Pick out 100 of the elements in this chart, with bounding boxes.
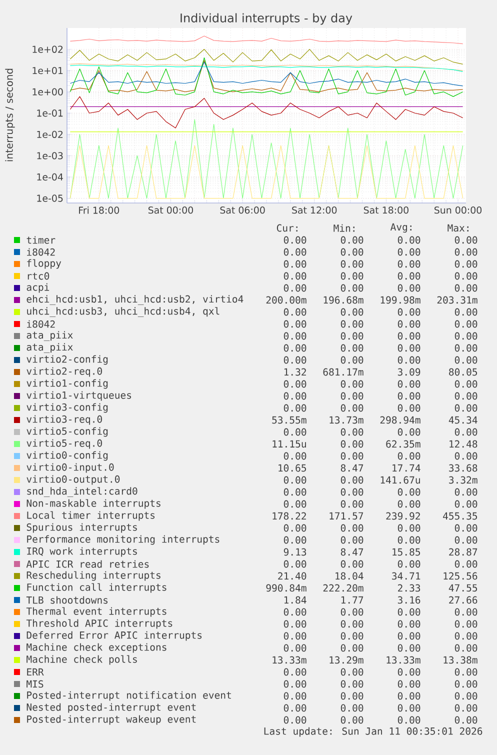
text: 3.16 (398, 596, 420, 604)
text: 0.00 (340, 404, 364, 412)
text: 0.00 (340, 704, 364, 712)
text: 0.00 (454, 536, 478, 544)
text: 0.00 (454, 404, 478, 412)
text: 455.35 (443, 512, 478, 520)
text: 11.15u (272, 440, 306, 448)
y-tick-label: 1e-03 (37, 152, 63, 160)
text: 0.00 (340, 620, 364, 628)
text: 0.00 (454, 284, 478, 292)
legend-label: floppy (27, 259, 62, 269)
text: 0.00 (454, 644, 478, 652)
text: 47.55 (448, 584, 478, 592)
text: 0.00 (454, 356, 478, 364)
text: 0.00 (398, 536, 420, 544)
text: 0.00 (284, 488, 306, 496)
text: 0.00 (398, 392, 420, 400)
text: 0.00 (340, 608, 364, 616)
text: 0.00 (340, 332, 364, 340)
legend-label: Function call interrupts (27, 583, 166, 593)
x-tick-label: Sun 00:00 (434, 206, 482, 214)
legend-label: virtio5-req.0 (26, 439, 102, 449)
text: 10.65 (278, 464, 306, 472)
text: 0.00 (284, 344, 306, 352)
text: 0.00 (454, 668, 478, 676)
text: 0.00 (340, 272, 364, 280)
text: 0.00 (284, 356, 306, 364)
text: 15.85 (392, 548, 420, 556)
text: 0.00 (284, 716, 306, 724)
x-tick-label: Sat 00:00 (148, 206, 193, 214)
legend-label: acpi (26, 283, 50, 293)
legend-label: i8042 (27, 320, 55, 328)
text: 0.00 (454, 632, 478, 640)
text: 0.00 (284, 332, 306, 340)
text: 9.13 (284, 548, 306, 556)
legend-label: uhci_hcd:usb3, uhci_hcd:usb4, qxl (27, 307, 220, 317)
text: 0.00 (398, 488, 420, 496)
text: 0.00 (340, 500, 364, 508)
line-series (70, 119, 464, 199)
text: 0.00 (340, 236, 364, 244)
text: 1.77 (341, 596, 364, 604)
text: 200.00m (266, 296, 306, 304)
text: 0.00 (284, 320, 306, 328)
text: 0.00 (398, 236, 420, 244)
legend-label: Non-maskable interrupts (26, 499, 160, 509)
text: 0.00 (340, 680, 364, 688)
text: 27.66 (449, 596, 478, 604)
text: 0.00 (398, 332, 420, 340)
text: 1.32 (284, 368, 306, 376)
text: 0.00 (340, 356, 364, 364)
text: 0.00 (284, 308, 306, 316)
text: 8.47 (340, 464, 364, 472)
line-series (70, 36, 464, 44)
text: 0.00 (340, 284, 364, 292)
legend-label: Rescheduling interrupts (26, 571, 160, 581)
text: 199.98m (380, 296, 420, 304)
text: 0.00 (454, 260, 478, 268)
text: Avg: (390, 223, 412, 233)
text: 0.00 (454, 248, 478, 256)
text: 0.00 (284, 272, 306, 280)
legend-label: MIS (26, 680, 44, 688)
text: 0.00 (398, 500, 420, 508)
text: 0.00 (340, 476, 364, 484)
text: 0.00 (454, 488, 478, 496)
text: 0.00 (454, 560, 478, 568)
y-tick-label: 1e+02 (32, 46, 63, 53)
text: 178.22 (272, 512, 306, 520)
text: 681.17m (323, 368, 364, 376)
text: 0.00 (398, 284, 420, 292)
text: 0.00 (398, 272, 420, 280)
text: 62.35m (386, 440, 420, 448)
text: 8.47 (340, 548, 364, 556)
text: 0.00 (340, 692, 364, 700)
text: 0.00 (398, 716, 420, 724)
text: 0.00 (340, 524, 364, 532)
x-tick-label: Sat 06:00 (220, 206, 265, 214)
x-tick-label: Fri 18:00 (79, 206, 120, 214)
text: 0.00 (398, 692, 420, 700)
text: 0.00 (398, 668, 420, 676)
text: 0.00 (398, 704, 420, 712)
legend-label: Posted-interrupt wakeup event (27, 715, 196, 725)
text: 0.00 (454, 716, 478, 724)
text: 0.00 (398, 452, 420, 460)
text: 0.00 (398, 404, 420, 412)
text: 1.84 (284, 596, 306, 604)
legend-label: ata_piix (26, 331, 73, 341)
chart-title: Individual interrupts - by day (180, 13, 352, 25)
text: 3.09 (398, 368, 420, 376)
legend-label: Machine check polls (26, 655, 137, 665)
text: 0.00 (284, 236, 306, 244)
text: 0.00 (340, 632, 364, 640)
line-series (70, 96, 464, 128)
text: 0.00 (398, 380, 420, 388)
text: 0.00 (454, 320, 478, 328)
legend-label: snd_hda_intel:card0 (27, 487, 138, 497)
y-tick-label: 1e-05 (37, 194, 63, 202)
legend-label: virtio0-output.0 (26, 475, 120, 485)
text: 0.00 (284, 260, 306, 268)
text: 0.00 (284, 560, 306, 568)
text: 0.00 (398, 428, 420, 436)
